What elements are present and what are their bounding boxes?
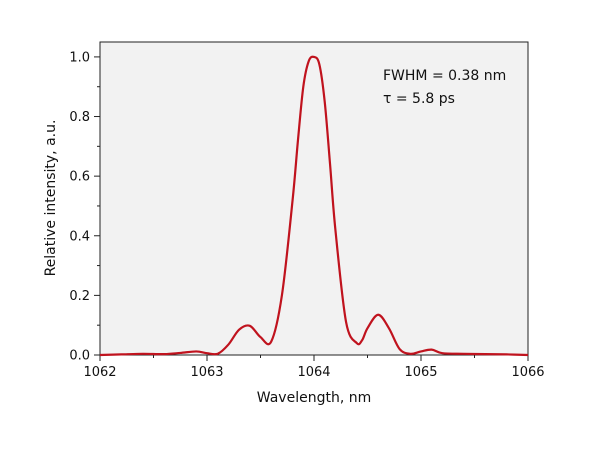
tau-annotation: τ = 5.8 ps	[383, 91, 455, 107]
y-tick-label: 1.0	[69, 50, 90, 65]
x-tick-label: 1062	[83, 365, 116, 380]
y-tick-label: 0.0	[69, 349, 90, 364]
spectrum-line	[99, 55, 529, 357]
x-tick-label: 1066	[511, 365, 544, 380]
y-tick-label: 0.8	[69, 110, 90, 125]
fwhm-annotation: FWHM = 0.38 nm	[383, 68, 506, 84]
x-tick-label: 1065	[404, 365, 437, 380]
y-tick-label: 0.2	[69, 289, 90, 304]
y-axis-label: Relative intensity, a.u.	[43, 120, 59, 277]
x-axis: 1062 1063 1064 1065 1066	[83, 355, 545, 380]
y-tick-label: 0.6	[69, 170, 90, 185]
y-tick-label: 0.4	[69, 229, 90, 244]
x-axis-label: Wavelength, nm	[257, 390, 371, 406]
x-tick-label: 1063	[190, 365, 223, 380]
plot-area	[99, 41, 529, 356]
y-axis: 0.0 0.2 0.4 0.6 0.8 1.0	[69, 50, 100, 364]
x-tick-label: 1064	[297, 365, 330, 380]
